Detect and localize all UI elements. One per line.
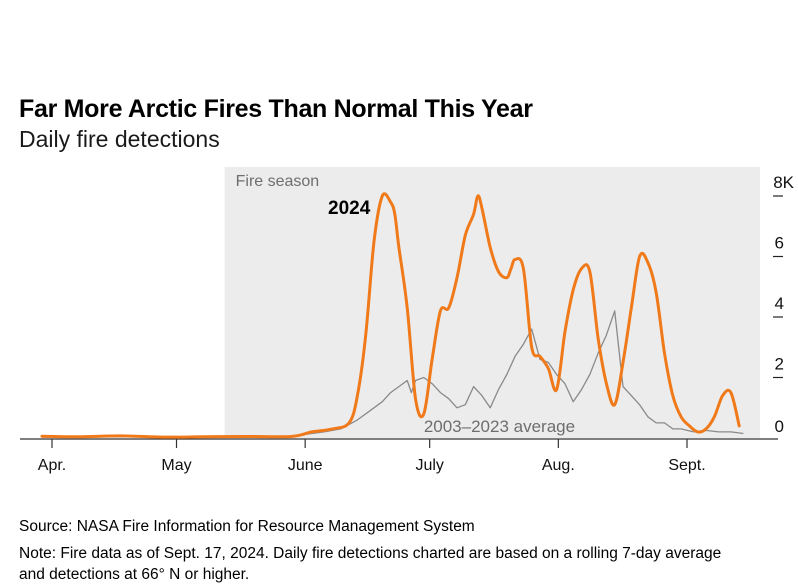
data-note-line-1: Note: Fire data as of Sept. 17, 2024. Da…	[19, 545, 722, 562]
x-tick-label: July	[415, 457, 443, 474]
data-note-line-2: and detections at 66° N or higher.	[19, 566, 250, 583]
series-line-2003-2023-average	[41, 310, 744, 438]
chart-subtitle: Daily fire detections	[19, 126, 220, 152]
y-tick-label: 0	[775, 417, 784, 436]
fire-season-shading	[224, 167, 760, 438]
series-label-average: 2003–2023 average	[424, 417, 575, 436]
x-tick-label: Aug.	[542, 457, 575, 474]
x-tick-label: May	[161, 457, 191, 474]
y-axis: 0 2 4 6 8K	[773, 173, 795, 436]
y-tick-label: 6	[775, 234, 784, 253]
x-axis: Apr. May June July Aug. Sept.	[38, 439, 706, 474]
fire-detections-chart: Fire season 0 2 4 6 8K Apr. May June July Aug. Se…	[20, 167, 795, 474]
series-line-2024	[40, 192, 741, 439]
x-tick-label: June	[288, 457, 323, 474]
x-tick-label: Apr.	[38, 457, 66, 474]
chart-title: Far More Arctic Fires Than Normal This Y…	[19, 95, 533, 123]
series-label-2024: 2024	[328, 198, 371, 219]
source-note: Source: NASA Fire Information for Resour…	[19, 518, 475, 535]
fire-season-label: Fire season	[236, 173, 320, 190]
y-tick-label: 2	[775, 355, 784, 374]
x-tick-label: Sept.	[668, 457, 705, 474]
y-tick-label: 4	[775, 294, 784, 313]
y-tick-label: 8K	[773, 173, 794, 192]
